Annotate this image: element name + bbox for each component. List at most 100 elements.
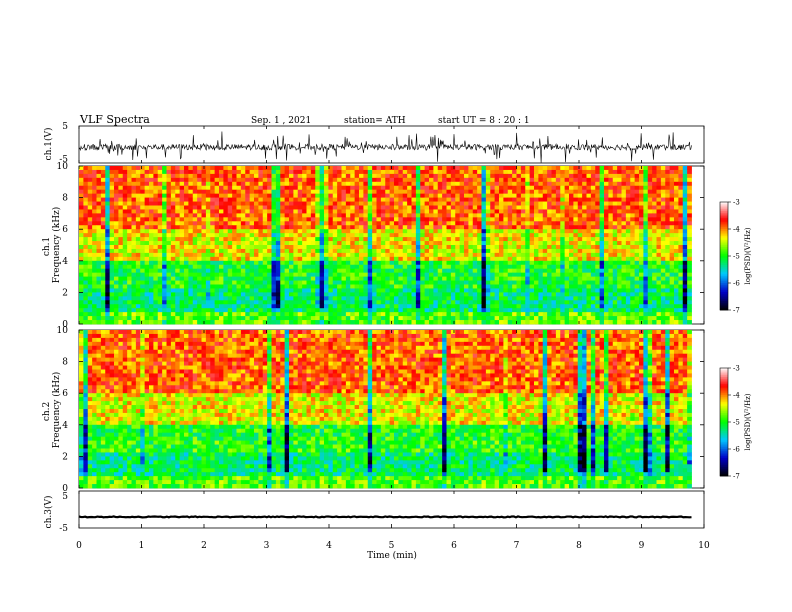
spectrogram-cell <box>380 284 386 289</box>
spectrogram-cell <box>437 248 443 254</box>
spectrogram-cell <box>424 248 430 254</box>
spectrogram-cell <box>481 177 487 183</box>
spectrogram-cell <box>520 169 526 175</box>
spectrogram-cell <box>306 166 312 171</box>
spectrogram-cell <box>367 225 373 230</box>
spectrogram-cell <box>245 197 251 202</box>
spectrogram-cell <box>219 248 224 254</box>
spectrogram-cell <box>210 245 216 250</box>
spectrogram-cell <box>499 185 504 191</box>
spectrogram-cell <box>153 268 159 274</box>
spectrogram-cell <box>564 217 570 222</box>
spectrogram-cell <box>245 256 251 262</box>
spectrogram-cell <box>503 177 509 183</box>
spectrogram-cell <box>490 272 496 277</box>
spectrogram-cell <box>210 284 216 289</box>
spectrogram-cell <box>157 229 163 234</box>
spectrogram-cell <box>310 189 316 195</box>
spectrogram-cell <box>162 304 167 309</box>
spectrogram-cell <box>385 233 391 238</box>
spectrogram-cell <box>184 280 189 285</box>
spectrogram-cell <box>682 177 688 183</box>
spectrogram-cell <box>402 181 408 187</box>
spectrogram-cell <box>236 296 242 301</box>
spectrogram-cell <box>271 173 277 179</box>
spectrogram-cell <box>289 217 294 222</box>
spectrogram-cell <box>665 213 671 218</box>
spectrogram-cell <box>105 272 111 277</box>
spectrogram-cell <box>328 221 334 226</box>
spectrogram-cell <box>359 264 364 270</box>
spectrogram-cell <box>114 189 119 195</box>
spectrogram-cell <box>280 209 286 214</box>
spectrogram-cell <box>275 260 281 266</box>
spectrogram-cell <box>79 166 84 171</box>
spectrogram-cell <box>175 217 181 222</box>
spectrogram-cell <box>153 252 159 258</box>
spectrogram-cell <box>472 166 478 171</box>
spectrogram-cell <box>83 245 89 250</box>
spectrogram-cell <box>468 292 474 297</box>
spectrogram-cell <box>92 173 97 179</box>
spectrogram-cell <box>341 209 347 214</box>
spectrogram-cell <box>678 272 684 277</box>
spectrogram-cell <box>612 260 618 266</box>
spectrogram-cell <box>114 193 119 198</box>
spectrogram-cell <box>402 292 408 297</box>
spectrogram-cell <box>122 260 128 266</box>
spectrogram-cell <box>446 225 452 230</box>
spectrogram-cell <box>79 280 84 285</box>
spectrogram-cell <box>149 209 154 214</box>
spectrogram-cell <box>459 173 465 179</box>
spectrogram-cell <box>674 229 679 234</box>
spectrogram-cell <box>262 209 268 214</box>
spectrogram-cell <box>236 264 242 270</box>
spectrogram-cell <box>249 252 255 258</box>
spectrogram-cell <box>267 272 272 277</box>
spectrogram-cell <box>407 292 412 297</box>
spectrogram-cell <box>385 217 391 222</box>
spectrogram-cell <box>280 241 286 246</box>
spectrogram-cell <box>284 284 290 289</box>
spectrogram-cell <box>79 284 84 289</box>
spectrogram-cell <box>525 177 531 183</box>
spectrogram-cell <box>534 264 539 270</box>
spectrogram-cell <box>114 288 119 293</box>
spectrogram-cell <box>363 264 369 270</box>
spectrogram-cell <box>135 233 141 238</box>
spectrogram-cell <box>328 173 334 179</box>
spectrogram-cell <box>389 252 395 258</box>
spectrogram-cell <box>289 197 294 202</box>
spectrogram-cell <box>582 185 587 191</box>
spectrogram-cell <box>240 292 246 297</box>
spectrogram-cell <box>363 166 369 171</box>
spectrogram-cell <box>376 193 382 198</box>
spectrogram-cell <box>687 169 692 175</box>
spectrogram-cell <box>507 229 513 234</box>
spectrogram-cell <box>564 185 570 191</box>
spectrogram-cell <box>420 225 426 230</box>
spectrogram-cell <box>660 260 666 266</box>
spectrogram-cell <box>328 197 334 202</box>
spectrogram-cell <box>153 296 159 301</box>
spectrogram-cell <box>656 248 662 254</box>
spectrogram-cell <box>656 288 662 293</box>
spectrogram-cell <box>267 217 272 222</box>
spectrogram-cell <box>520 201 526 206</box>
spectrogram-cell <box>210 173 216 179</box>
spectrogram-cell <box>359 233 364 238</box>
spectrogram-cell <box>175 213 181 218</box>
spectrogram-cell <box>153 181 159 187</box>
spectrogram-cell <box>402 217 408 222</box>
spectrogram-cell <box>573 248 579 254</box>
spectrogram-cell <box>499 248 504 254</box>
spectrogram-cell <box>100 205 106 210</box>
spectrogram-cell <box>205 185 211 191</box>
spectrogram-cell <box>376 217 382 222</box>
spectrogram-cell <box>376 181 382 187</box>
spectrogram-cell <box>595 268 601 274</box>
spectrogram-cell <box>599 284 605 289</box>
spectrogram-cell <box>411 264 417 270</box>
spectrogram-cell <box>525 292 531 297</box>
spectrogram-cell <box>608 201 614 206</box>
